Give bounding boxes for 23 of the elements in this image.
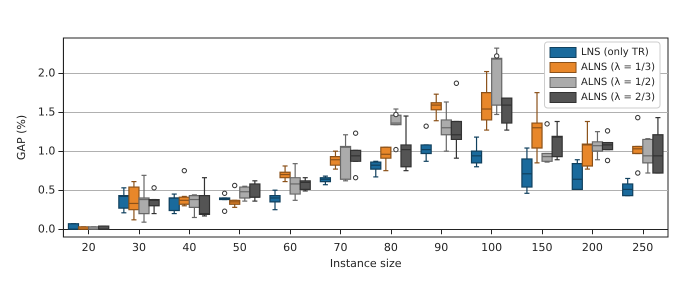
- x-tick-label: 200: [582, 241, 603, 254]
- y-tick-label: 0.0: [38, 222, 56, 236]
- legend-label: ALNS (λ = 2/3): [581, 92, 656, 103]
- x-tick-label: 80: [384, 241, 398, 254]
- y-tick-label: 2.0: [38, 66, 56, 80]
- y-tick-label: 1.5: [38, 106, 56, 119]
- x-tick-label: 250: [632, 241, 654, 254]
- x-axis-title: Instance size: [330, 256, 402, 270]
- legend-label: LNS (only TR): [581, 47, 649, 58]
- x-tick-label: 70: [334, 241, 348, 254]
- y-axis-title: GAP (%): [15, 114, 28, 160]
- y-tick-label: 1.0: [38, 144, 56, 158]
- x-tick-label: 50: [232, 241, 247, 254]
- legend-label: ALNS (λ = 1/2): [581, 77, 656, 88]
- x-tick-label: 90: [434, 241, 448, 254]
- x-tick-label: 40: [182, 241, 196, 254]
- y-tick-label: 0.5: [38, 184, 56, 197]
- x-tick-label: 20: [82, 241, 96, 254]
- x-tick-label: 60: [283, 241, 298, 254]
- x-tick-label: 150: [532, 241, 553, 254]
- x-tick-label: 100: [481, 241, 502, 254]
- x-tick-label: 30: [132, 241, 146, 254]
- legend-label: ALNS (λ = 1/3): [581, 62, 656, 73]
